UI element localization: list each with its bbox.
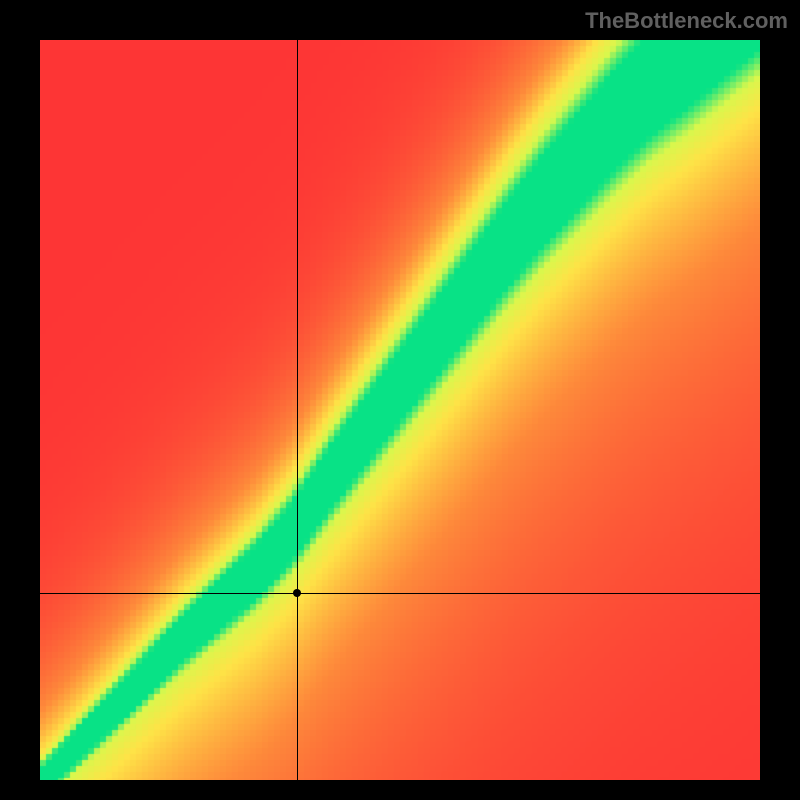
bottleneck-heatmap	[40, 40, 760, 780]
heatmap-canvas	[40, 40, 760, 780]
watermark-text: TheBottleneck.com	[585, 8, 788, 34]
crosshair-horizontal	[40, 593, 760, 594]
crosshair-marker	[293, 589, 301, 597]
crosshair-vertical	[297, 40, 298, 780]
